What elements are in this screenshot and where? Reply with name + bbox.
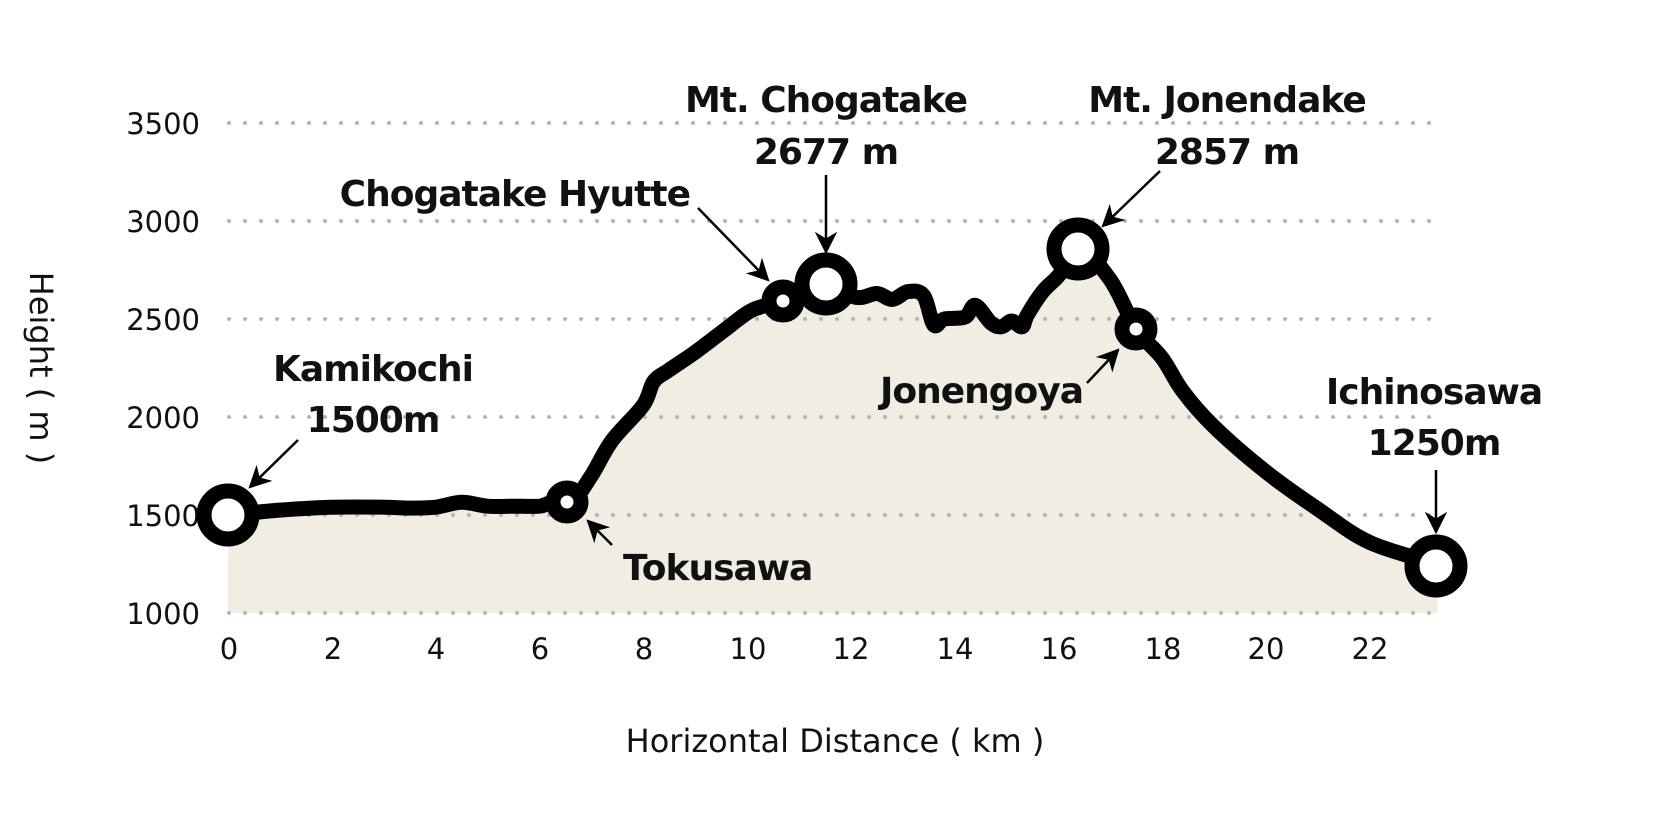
label-kamikochi-height: 1500m <box>307 400 440 441</box>
x-axis-ticks: 0 2 4 6 8 10 12 14 16 18 20 22 <box>220 632 1389 666</box>
x-tick: 12 <box>833 632 870 666</box>
marker-chogatake-hyutte <box>761 279 805 323</box>
x-tick: 8 <box>635 632 653 666</box>
marker-ichinosawa <box>1404 534 1468 598</box>
annotation-arrows <box>248 170 1448 546</box>
x-tick: 4 <box>427 632 445 666</box>
y-tick: 2500 <box>126 303 200 337</box>
label-mt-jonendake-name: Mt. Jonendake <box>1088 80 1366 121</box>
y-tick: 1000 <box>126 597 200 631</box>
waypoint-markers <box>196 217 1468 598</box>
label-chogatake-hyutte: Chogatake Hyutte <box>340 174 690 215</box>
x-tick: 6 <box>531 632 549 666</box>
label-mt-chogatake-height: 2677 m <box>754 132 898 173</box>
marker-tokusawa <box>545 480 589 524</box>
y-axis-label: Height ( m ) <box>22 272 60 464</box>
annotations: Kamikochi 1500m Tokusawa Chogatake Hyutt… <box>273 80 1543 589</box>
label-mt-jonendake-height: 2857 m <box>1155 132 1299 173</box>
x-tick: 0 <box>220 632 238 666</box>
marker-kamikochi <box>196 483 260 547</box>
x-tick: 10 <box>730 632 767 666</box>
elevation-profile-line <box>220 241 1445 572</box>
x-tick: 22 <box>1352 632 1389 666</box>
x-tick: 20 <box>1248 632 1285 666</box>
y-tick: 1500 <box>126 499 200 533</box>
x-tick: 14 <box>937 632 974 666</box>
label-tokusawa: Tokusawa <box>623 548 812 589</box>
x-tick: 16 <box>1041 632 1078 666</box>
y-tick: 3500 <box>126 107 200 141</box>
y-tick: 3000 <box>126 205 200 239</box>
x-axis-label: Horizontal Distance ( km ) <box>626 722 1045 760</box>
arrow-mt-jonendake <box>1101 170 1161 228</box>
x-tick: 18 <box>1145 632 1182 666</box>
label-ichinosawa-name: Ichinosawa <box>1326 372 1542 413</box>
marker-mt-jonendake <box>1046 217 1110 281</box>
label-mt-chogatake-name: Mt. Chogatake <box>685 80 967 121</box>
arrow-jonengoya <box>1086 348 1120 384</box>
label-ichinosawa-height: 1250m <box>1368 423 1501 464</box>
arrow-tokusawa <box>586 519 613 546</box>
marker-mt-chogatake <box>794 252 858 316</box>
label-jonengoya: Jonengoya <box>877 371 1083 412</box>
y-axis-ticks: 3500 3000 2500 2000 1500 1000 <box>126 107 200 631</box>
label-kamikochi-name: Kamikochi <box>273 349 473 390</box>
x-tick: 2 <box>324 632 342 666</box>
arrow-chogatake-hyutte <box>697 207 770 282</box>
arrow-kamikochi <box>248 439 299 489</box>
marker-jonengoya <box>1114 307 1158 351</box>
y-tick: 2000 <box>126 401 200 435</box>
